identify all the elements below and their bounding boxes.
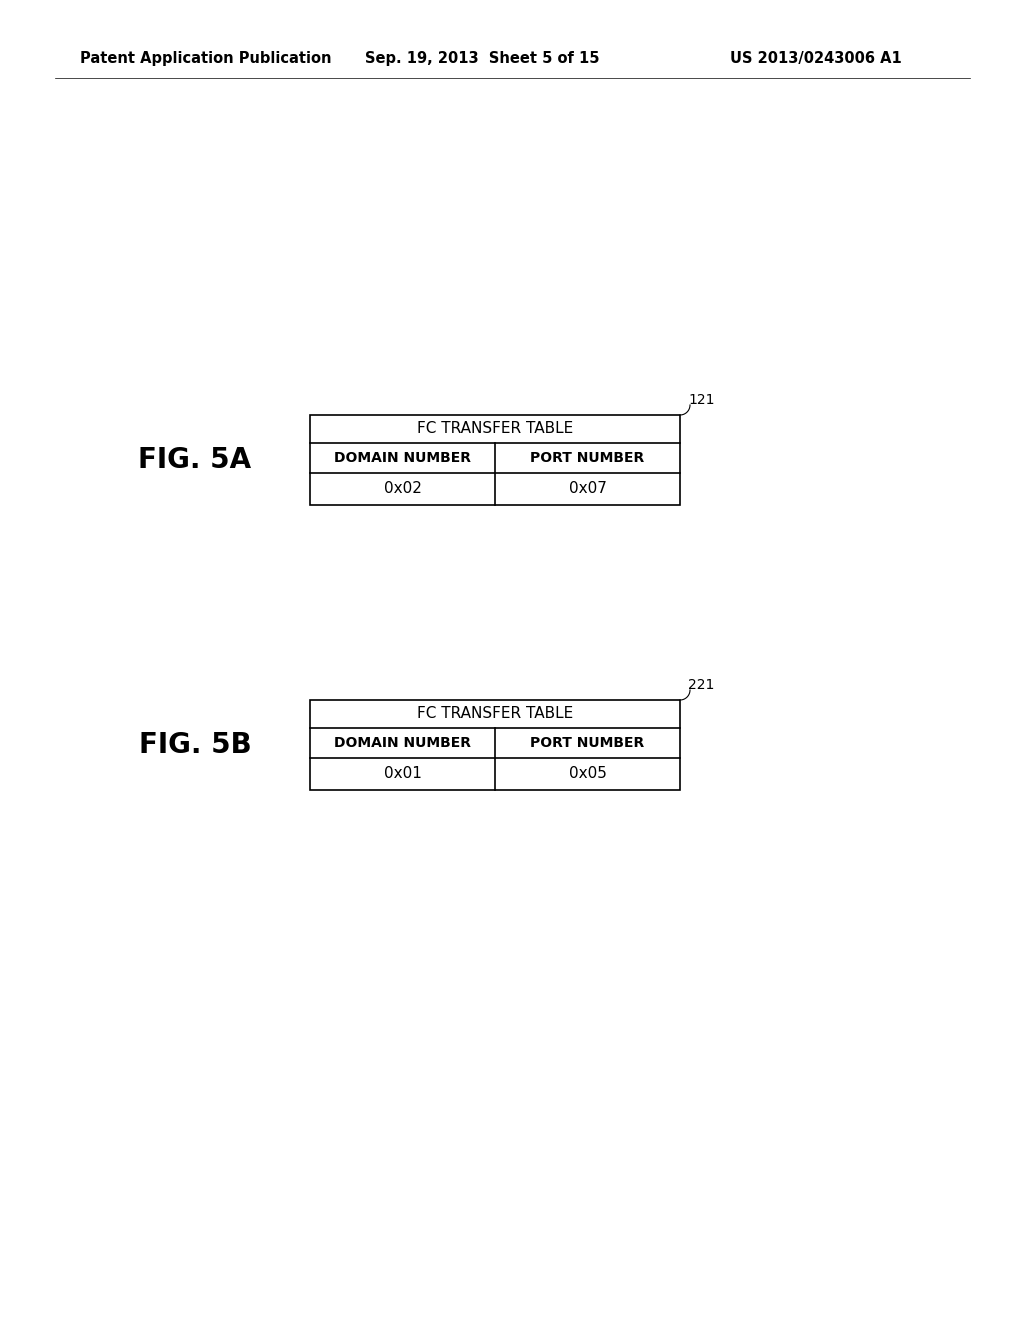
Text: Sep. 19, 2013  Sheet 5 of 15: Sep. 19, 2013 Sheet 5 of 15 [365, 50, 599, 66]
Text: US 2013/0243006 A1: US 2013/0243006 A1 [730, 50, 902, 66]
Text: FIG. 5A: FIG. 5A [138, 446, 252, 474]
Text: FC TRANSFER TABLE: FC TRANSFER TABLE [417, 421, 573, 437]
Text: DOMAIN NUMBER: DOMAIN NUMBER [334, 735, 471, 750]
Text: FIG. 5B: FIG. 5B [138, 731, 251, 759]
Bar [310, 414, 680, 506]
Bar [310, 700, 680, 789]
Text: 0x02: 0x02 [384, 482, 422, 496]
Text: 0x05: 0x05 [568, 767, 606, 781]
Text: PORT NUMBER: PORT NUMBER [530, 735, 645, 750]
Text: 0x07: 0x07 [568, 482, 606, 496]
Text: 121: 121 [688, 393, 715, 407]
Text: PORT NUMBER: PORT NUMBER [530, 450, 645, 465]
Text: 221: 221 [688, 678, 715, 692]
Text: Patent Application Publication: Patent Application Publication [80, 50, 332, 66]
Text: FC TRANSFER TABLE: FC TRANSFER TABLE [417, 706, 573, 722]
Text: DOMAIN NUMBER: DOMAIN NUMBER [334, 450, 471, 465]
Text: 0x01: 0x01 [384, 767, 422, 781]
